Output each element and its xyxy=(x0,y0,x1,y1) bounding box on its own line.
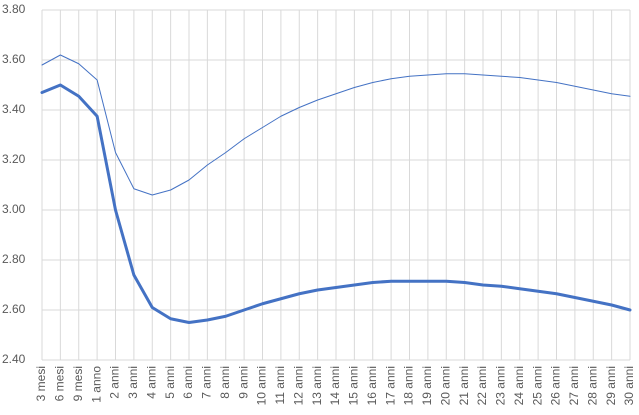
y-tick-label: 2.40 xyxy=(2,352,26,366)
x-tick-label: 5 anni xyxy=(163,366,177,399)
x-tick-label: 24 anni xyxy=(512,366,526,405)
x-tick-label: 7 anni xyxy=(200,366,214,399)
x-tick-label: 4 anni xyxy=(144,366,158,399)
x-tick-label: 15 anni xyxy=(347,366,361,405)
x-tick-label: 23 anni xyxy=(494,366,508,405)
x-tick-label: 19 anni xyxy=(420,366,434,405)
y-tick-label: 3.80 xyxy=(2,2,26,16)
x-tick-label: 14 anni xyxy=(328,366,342,405)
x-tick-label: 8 anni xyxy=(218,366,232,399)
x-tick-label: 28 anni xyxy=(585,366,599,405)
x-tick-label: 16 anni xyxy=(365,366,379,405)
y-tick-label: 3.40 xyxy=(2,102,26,116)
y-tick-label: 3.00 xyxy=(2,202,26,216)
x-tick-label: 6 anni xyxy=(181,366,195,399)
x-tick-label: 6 mesi xyxy=(53,366,67,401)
y-tick-label: 3.60 xyxy=(2,52,26,66)
x-tick-label: 2 anni xyxy=(108,366,122,399)
x-tick-label: 13 anni xyxy=(310,366,324,405)
x-tick-label: 9 anni xyxy=(236,366,250,399)
line-series xyxy=(41,54,631,196)
x-tick-label: 12 anni xyxy=(291,366,305,405)
x-tick-label: 30 anni xyxy=(622,366,636,405)
x-tick-label: 26 anni xyxy=(549,366,563,405)
y-tick-label: 2.60 xyxy=(2,302,26,316)
x-tick-label: 11 anni xyxy=(273,366,287,404)
line-series xyxy=(40,83,632,324)
x-tick-label: 29 anni xyxy=(604,366,618,405)
y-tick-label: 3.20 xyxy=(2,152,26,166)
x-tick-label: 1 anno xyxy=(89,366,103,403)
x-tick-label: 10 anni xyxy=(255,366,269,405)
x-tick-label: 21 anni xyxy=(457,366,471,405)
x-tick-label: 25 anni xyxy=(530,366,544,405)
x-tick-label: 22 anni xyxy=(475,366,489,405)
x-tick-label: 9 mesi xyxy=(71,366,85,401)
x-tick-label: 27 anni xyxy=(567,366,581,405)
x-tick-label: 17 anni xyxy=(383,366,397,405)
y-tick-label: 2.80 xyxy=(2,252,26,266)
x-tick-label: 18 anni xyxy=(402,366,416,405)
x-tick-label: 3 anni xyxy=(126,366,140,399)
x-tick-label: 20 anni xyxy=(438,366,452,405)
x-tick-label: 3 mesi xyxy=(34,366,48,401)
